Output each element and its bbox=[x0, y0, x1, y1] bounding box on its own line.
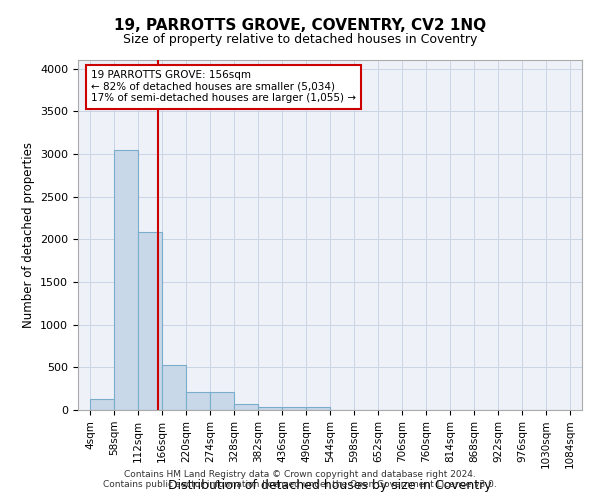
Bar bbox=[306, 408, 330, 410]
Text: Size of property relative to detached houses in Coventry: Size of property relative to detached ho… bbox=[123, 32, 477, 46]
Text: 19, PARROTTS GROVE, COVENTRY, CV2 1NQ: 19, PARROTTS GROVE, COVENTRY, CV2 1NQ bbox=[114, 18, 486, 32]
Bar bbox=[90, 399, 114, 410]
Bar bbox=[258, 408, 282, 410]
Bar bbox=[138, 232, 162, 410]
Bar bbox=[210, 392, 234, 410]
Bar bbox=[114, 150, 138, 410]
Text: Contains HM Land Registry data © Crown copyright and database right 2024.
Contai: Contains HM Land Registry data © Crown c… bbox=[103, 470, 497, 489]
X-axis label: Distribution of detached houses by size in Coventry: Distribution of detached houses by size … bbox=[168, 480, 492, 492]
Y-axis label: Number of detached properties: Number of detached properties bbox=[22, 142, 35, 328]
Bar bbox=[162, 365, 186, 410]
Bar bbox=[186, 392, 210, 410]
Bar bbox=[234, 404, 258, 410]
Bar bbox=[282, 408, 306, 410]
Text: 19 PARROTTS GROVE: 156sqm
← 82% of detached houses are smaller (5,034)
17% of se: 19 PARROTTS GROVE: 156sqm ← 82% of detac… bbox=[91, 70, 356, 103]
